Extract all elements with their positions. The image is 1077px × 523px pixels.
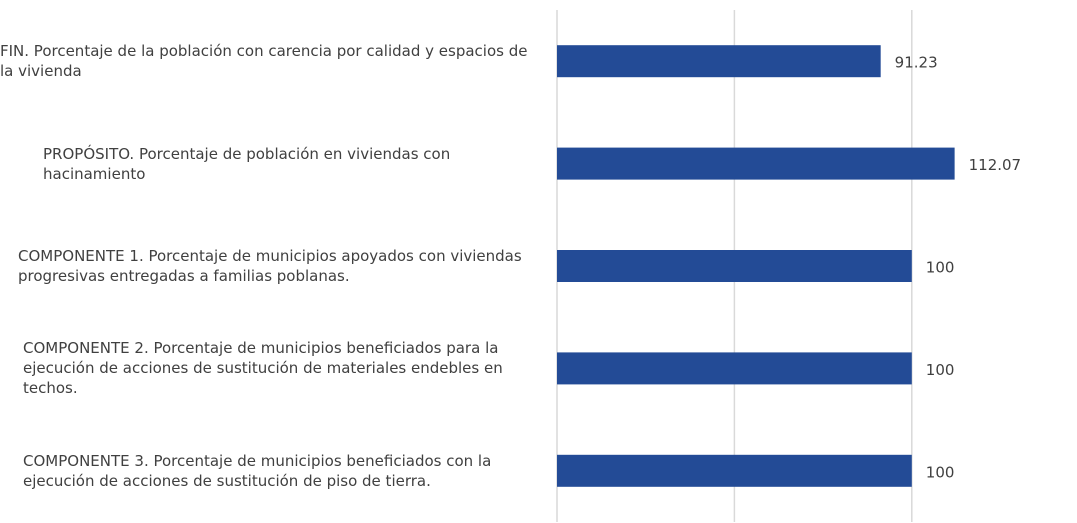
bar <box>557 454 912 487</box>
bar <box>557 45 881 78</box>
value-label: 100 <box>926 463 955 481</box>
value-label: 100 <box>926 259 955 277</box>
value-label: 91.23 <box>895 54 938 72</box>
value-label: 112.07 <box>969 156 1022 174</box>
bar <box>557 147 955 180</box>
bar <box>557 352 912 385</box>
category-label: COMPONENTE 2. Porcentaje de municipios b… <box>23 339 503 398</box>
category-label: COMPONENTE 3. Porcentaje de municipios b… <box>23 451 492 490</box>
category-label: FIN. Porcentaje de la población con care… <box>0 42 528 81</box>
category-label: PROPÓSITO. Porcentaje de población en vi… <box>43 144 451 183</box>
category-label: COMPONENTE 1. Porcentaje de municipios a… <box>18 247 522 285</box>
value-label: 100 <box>926 361 955 379</box>
bar <box>557 250 912 282</box>
